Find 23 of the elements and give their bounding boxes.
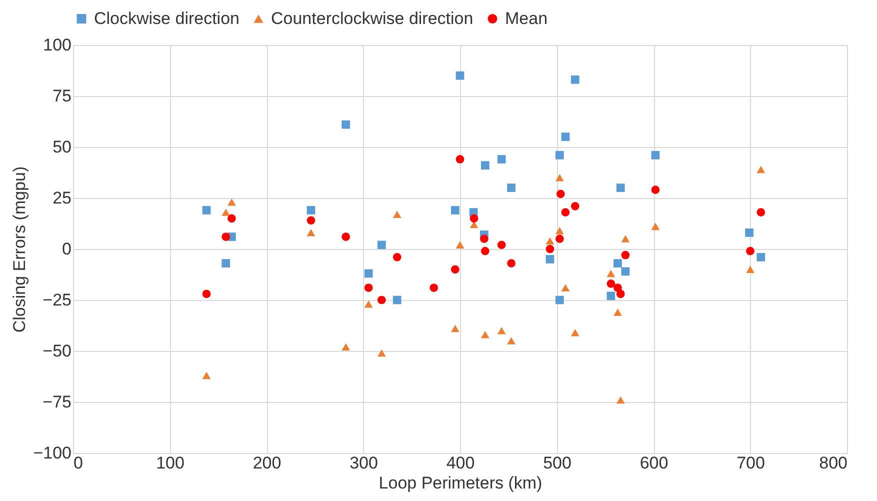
x-tick-label: 0 <box>74 454 83 472</box>
legend-label: Counterclockwise direction <box>271 8 474 28</box>
y-axis-title: Closing Errors (mgpu) <box>10 166 30 333</box>
y-tick-label: −50 <box>42 342 72 360</box>
x-axis-title: Loop Perimeters (km) <box>378 474 542 492</box>
legend-label: Clockwise direction <box>94 8 240 28</box>
y-tick-label: 50 <box>52 138 72 156</box>
x-tick-label: 800 <box>819 454 848 472</box>
y-tick-label: −100 <box>33 444 72 462</box>
x-tick-label: 700 <box>736 454 765 472</box>
y-tick-label: −25 <box>42 290 72 310</box>
x-tick-label: 500 <box>543 454 572 472</box>
y-tick-label: 75 <box>52 86 72 106</box>
y-tick-label: 0 <box>62 240 72 258</box>
y-tick-label: 25 <box>52 188 72 208</box>
x-tick-label: 600 <box>640 454 668 472</box>
y-tick-label: 100 <box>43 36 72 54</box>
x-tick-label: 400 <box>446 454 475 472</box>
legend-label: Mean <box>505 8 548 28</box>
x-tick-label: 100 <box>156 454 184 472</box>
x-tick-label: 200 <box>252 454 282 472</box>
x-tick-label: 300 <box>350 454 378 472</box>
y-tick-label: −75 <box>42 392 72 412</box>
